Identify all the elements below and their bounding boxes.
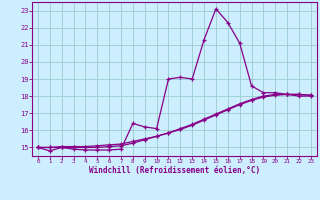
- X-axis label: Windchill (Refroidissement éolien,°C): Windchill (Refroidissement éolien,°C): [89, 166, 260, 175]
